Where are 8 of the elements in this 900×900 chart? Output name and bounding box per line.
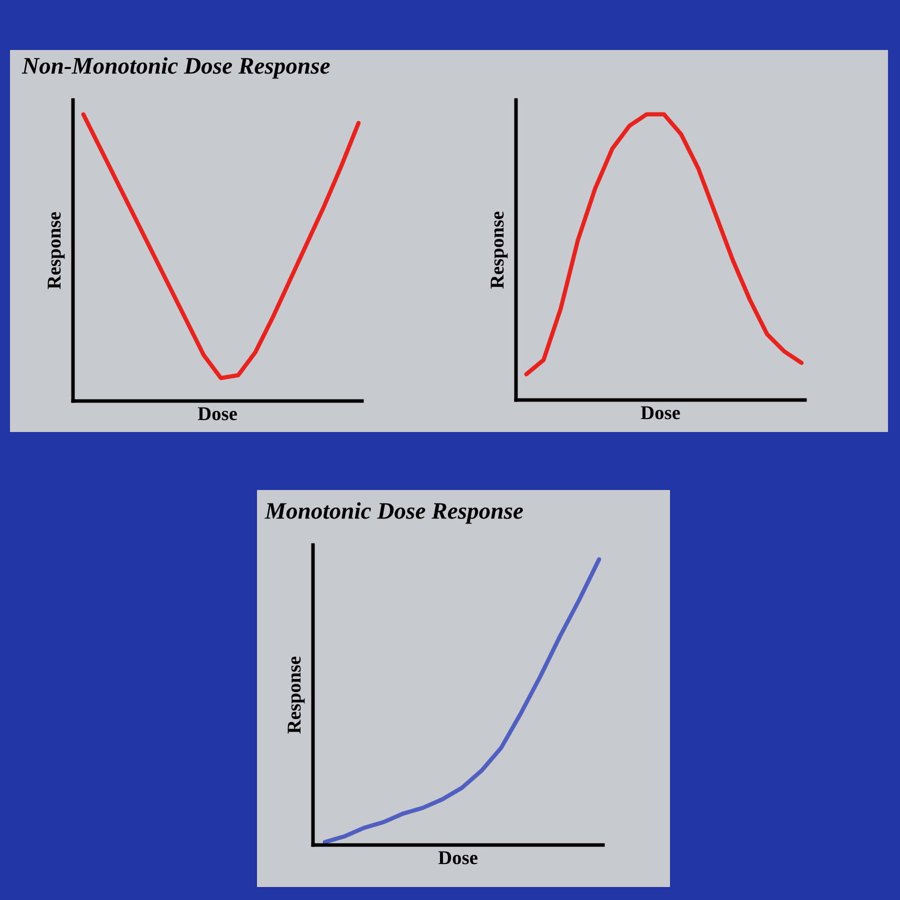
y-axis-title: Response (48, 212, 65, 290)
y-axis-title: Response (490, 212, 508, 289)
chart-title: Non-Monotonic Dose Response (22, 57, 330, 79)
x-axis-title: Dose (438, 851, 478, 864)
y-axis-title: Response (288, 656, 305, 734)
chart-title: Monotonic Dose Response (264, 502, 523, 524)
x-axis-title: Dose (640, 406, 680, 420)
x-axis-title: Dose (198, 407, 237, 420)
